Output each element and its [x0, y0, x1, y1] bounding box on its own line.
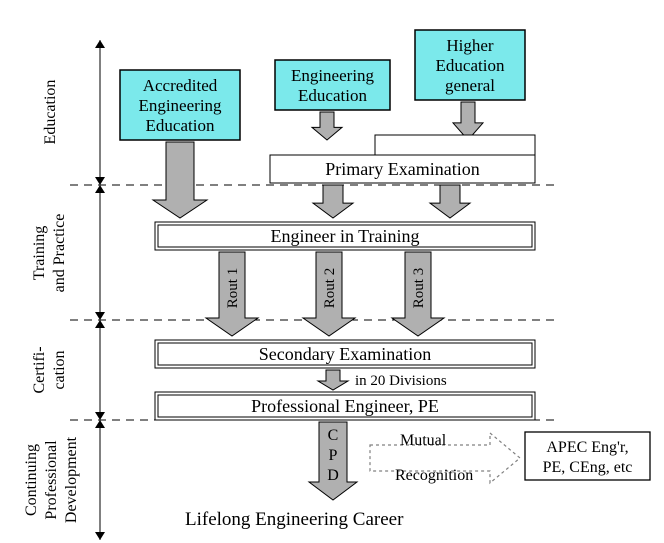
box-label: Engineering	[138, 96, 222, 115]
stage-label: and Practice	[51, 214, 68, 293]
box-label: Education	[146, 116, 215, 135]
mutual-label: Mutual	[400, 432, 447, 449]
rout-label: Rout 2	[322, 268, 338, 308]
apec-label: APEC Eng'r,	[546, 439, 628, 456]
rout-label: Rout 3	[411, 268, 427, 308]
stage-label: Education	[42, 80, 59, 145]
pe-label: Professional Engineer, PE	[251, 396, 439, 416]
rout-label: Rout 1	[225, 268, 241, 308]
box-label: Education	[298, 86, 367, 105]
cpd-letter: C	[328, 427, 339, 444]
cpd-letter: P	[329, 447, 338, 464]
diagram-canvas: Education Trainingand Practice Certifi-cat…	[0, 0, 664, 543]
box-label: Engineering	[291, 66, 375, 85]
box-label: Higher	[446, 36, 494, 55]
divisions-label: in 20 Divisions	[355, 373, 447, 389]
secondary-exam-label: Secondary Examination	[259, 344, 431, 364]
mutual-label: Recognition	[395, 467, 473, 484]
apec-label: PE, CEng, etc	[543, 459, 633, 476]
box-label: Accredited	[143, 76, 218, 95]
stage-label: Professional	[43, 440, 60, 520]
primary-top-extension	[375, 135, 535, 155]
cpd-letter: D	[327, 467, 339, 484]
box-label: general	[445, 76, 495, 95]
career-label: Lifelong Engineering Career	[185, 509, 404, 530]
box-label: Education	[436, 56, 505, 75]
engineer-in-training-label: Engineer in Training	[271, 226, 420, 246]
stage-label: Development	[63, 436, 80, 523]
stage-label: cation	[51, 350, 68, 389]
primary-exam-label: Primary Examination	[325, 159, 479, 179]
stage-label: Training	[31, 226, 48, 281]
stage-label: Certifi-	[31, 346, 48, 393]
stage-label: Continuing	[23, 444, 40, 516]
